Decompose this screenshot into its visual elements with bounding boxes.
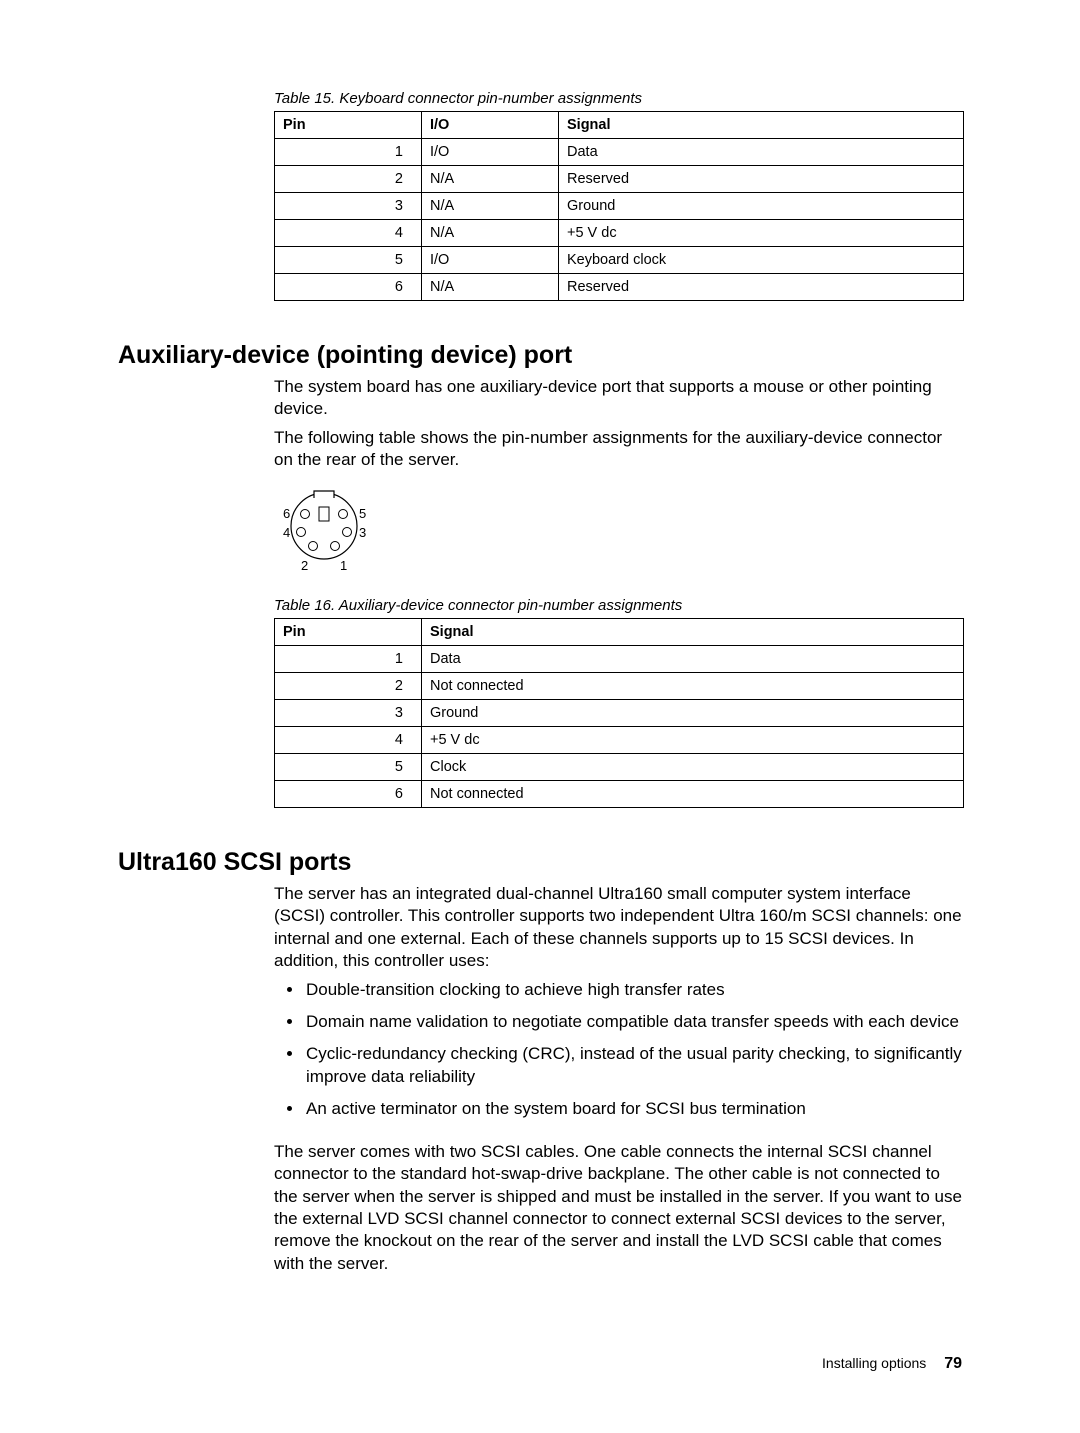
table-row: 3Ground [275, 699, 964, 726]
table16-caption: Table 16. Auxiliary-device connector pin… [274, 597, 962, 614]
page-footer: Installing options 79 [118, 1355, 962, 1373]
pin2-label: 2 [301, 558, 308, 573]
list-item: Double-transition clocking to achieve hi… [304, 979, 962, 1001]
table16: Pin Signal 1Data 2Not connected 3Ground … [274, 618, 964, 808]
pin5-label: 5 [359, 506, 366, 521]
table-row: 3N/AGround [275, 193, 964, 220]
table-row: 4+5 V dc [275, 726, 964, 753]
footer-section: Installing options [822, 1355, 926, 1371]
table-row: 4N/A+5 V dc [275, 220, 964, 247]
table-row: 2Not connected [275, 672, 964, 699]
table-row: 5I/OKeyboard clock [275, 247, 964, 274]
table15: Pin I/O Signal 1I/OData 2N/AReserved 3N/… [274, 111, 964, 301]
list-item: Domain name validation to negotiate comp… [304, 1011, 962, 1033]
table-row: 6N/AReserved [275, 274, 964, 301]
aux-p1: The system board has one auxiliary-devic… [274, 376, 962, 421]
table15-h-signal: Signal [559, 112, 964, 139]
table-row: 5Clock [275, 753, 964, 780]
pin6-label: 6 [283, 506, 290, 521]
table16-h-pin: Pin [275, 618, 422, 645]
aux-heading: Auxiliary-device (pointing device) port [118, 341, 962, 370]
table15-h-pin: Pin [275, 112, 422, 139]
table-row: 1Data [275, 645, 964, 672]
aux-p2: The following table shows the pin-number… [274, 427, 962, 472]
table-row: 1I/OData [275, 139, 964, 166]
table-row: 2N/AReserved [275, 166, 964, 193]
scsi-p2: The server comes with two SCSI cables. O… [274, 1141, 962, 1276]
table16-h-signal: Signal [422, 618, 964, 645]
pin3-label: 3 [359, 525, 366, 540]
scsi-heading: Ultra160 SCSI ports [118, 848, 962, 877]
table15-h-io: I/O [422, 112, 559, 139]
scsi-p1: The server has an integrated dual-channe… [274, 883, 962, 973]
pin1-label: 1 [340, 558, 347, 573]
list-item: Cyclic-redundancy checking (CRC), instea… [304, 1043, 962, 1088]
pin4-label: 4 [283, 525, 290, 540]
list-item: An active terminator on the system board… [304, 1098, 962, 1120]
scsi-bullets: Double-transition clocking to achieve hi… [304, 979, 962, 1121]
connector-diagram: 6 5 4 3 2 1 [274, 484, 962, 579]
footer-page: 79 [944, 1355, 962, 1372]
table15-caption: Table 15. Keyboard connector pin-number … [274, 90, 962, 107]
table-row: 6Not connected [275, 780, 964, 807]
